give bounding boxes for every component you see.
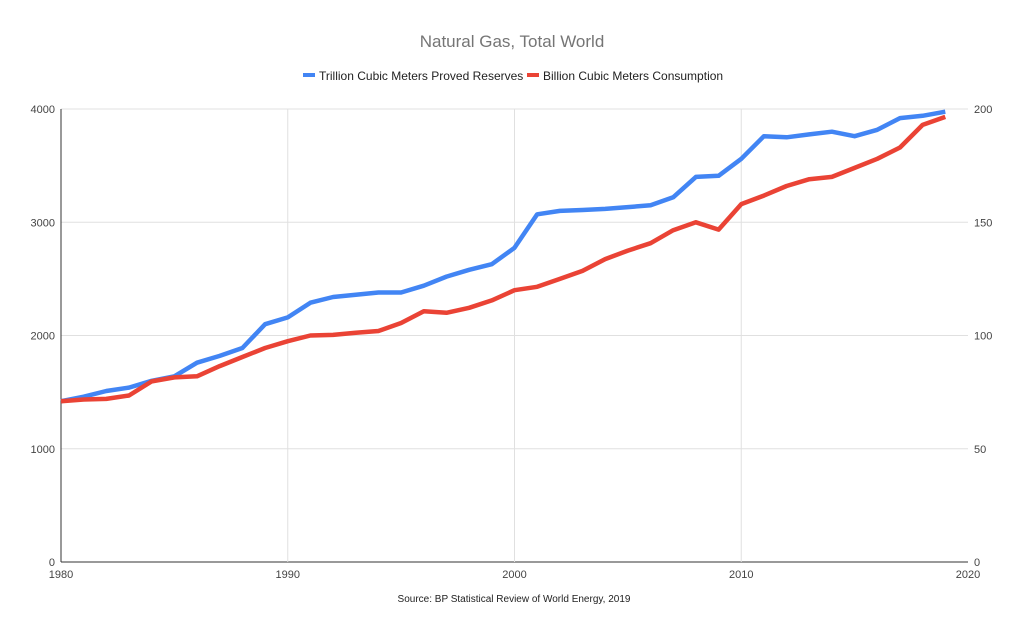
left-axis-tick-label: 4000 <box>31 104 55 116</box>
right-axis-tick-label: 150 <box>974 217 992 229</box>
right-axis-tick-label: 0 <box>974 557 980 569</box>
legend-label-consumption: Billion Cubic Meters Consumption <box>543 69 723 83</box>
gridlines <box>60 108 968 563</box>
right-axis-tick-label: 200 <box>974 104 992 116</box>
legend-swatch-reserves <box>303 73 315 77</box>
legend-item-consumption[interactable]: Billion Cubic Meters Consumption <box>527 69 723 83</box>
chart-title: Natural Gas, Total World <box>420 32 605 51</box>
x-axis-tick-label: 1990 <box>276 569 300 581</box>
series-line-consumption <box>60 114 947 404</box>
legend: Trillion Cubic Meters Proved Reserves Bi… <box>303 69 723 83</box>
x-axis-tick-label: 2010 <box>729 569 753 581</box>
right-axis-tick-label: 100 <box>974 331 992 343</box>
left-axis-tick-label: 3000 <box>31 217 55 229</box>
x-axis-tick-label: 2020 <box>956 569 980 581</box>
x-axis-tick-label: 1980 <box>49 569 73 581</box>
left-axis-tick-label: 2000 <box>31 331 55 343</box>
legend-item-reserves[interactable]: Trillion Cubic Meters Proved Reserves <box>303 69 523 83</box>
axes: 0 1000 2000 3000 4000 0 50 100 150 200 1980 1990 200… <box>31 104 993 581</box>
right-axis-tick-label: 50 <box>974 444 986 456</box>
left-axis-tick-label: 0 <box>49 557 55 569</box>
left-axis-tick-label: 1000 <box>31 444 55 456</box>
series-line-reserves <box>60 109 946 404</box>
legend-swatch-consumption <box>527 73 539 77</box>
legend-label-reserves: Trillion Cubic Meters Proved Reserves <box>319 69 523 83</box>
series-lines <box>60 109 947 404</box>
source-note: Source: BP Statistical Review of World E… <box>398 594 631 605</box>
x-axis-tick-label: 2000 <box>502 569 526 581</box>
